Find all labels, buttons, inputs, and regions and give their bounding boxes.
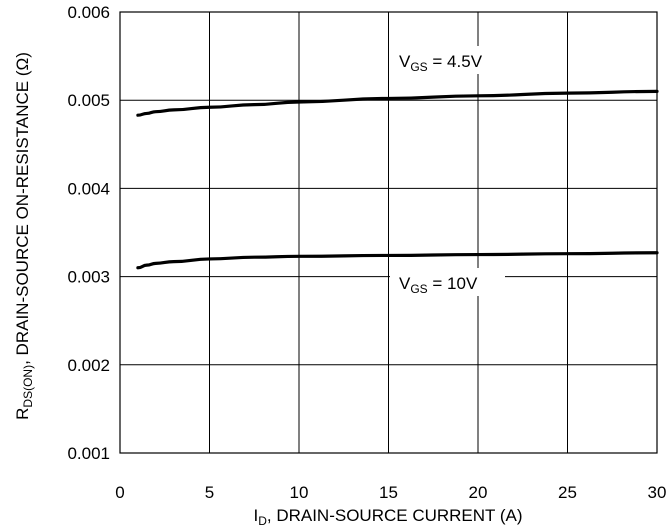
y-tick-label: 0.001 [67, 444, 110, 463]
series-label-text: VGS = 10V [399, 274, 478, 296]
y-tick-label: 0.004 [67, 179, 110, 198]
y-tick-label: 0.005 [67, 91, 110, 110]
x-axis-title: ID, DRAIN-SOURCE CURRENT (A) [253, 506, 522, 528]
x-tick-label: 0 [115, 483, 124, 502]
series-layer [136, 89, 659, 270]
y-tick-labels: 0.001 0.002 0.003 0.004 0.005 0.006 [67, 3, 110, 463]
x-tick-label: 20 [469, 483, 488, 502]
y-axis-title: RDS(ON), DRAIN-SOURCE ON-RESISTANCE (Ω) [13, 52, 35, 420]
series-line-vgs-10v [136, 251, 659, 270]
series-label-background [390, 46, 512, 74]
x-tick-label: 25 [558, 483, 577, 502]
plot-frame [119, 11, 658, 454]
y-tick-label: 0.006 [67, 3, 110, 22]
series-line-vgs-4-5v [136, 89, 659, 117]
x-tick-label: 5 [205, 483, 214, 502]
x-tick-label: 15 [379, 483, 398, 502]
y-tick-label: 0.002 [67, 356, 110, 375]
series-label-background [390, 268, 505, 296]
x-tick-labels: 0 5 10 15 20 25 30 [115, 483, 666, 502]
x-tick-label: 10 [290, 483, 309, 502]
x-tick-label: 30 [648, 483, 667, 502]
series-label-vgs-10v: VGS = 10V [390, 268, 505, 296]
series-label-vgs-4-5v: VGS = 4.5V [390, 46, 512, 74]
y-tick-label: 0.003 [67, 268, 110, 287]
series-label-text: VGS = 4.5V [399, 52, 483, 74]
